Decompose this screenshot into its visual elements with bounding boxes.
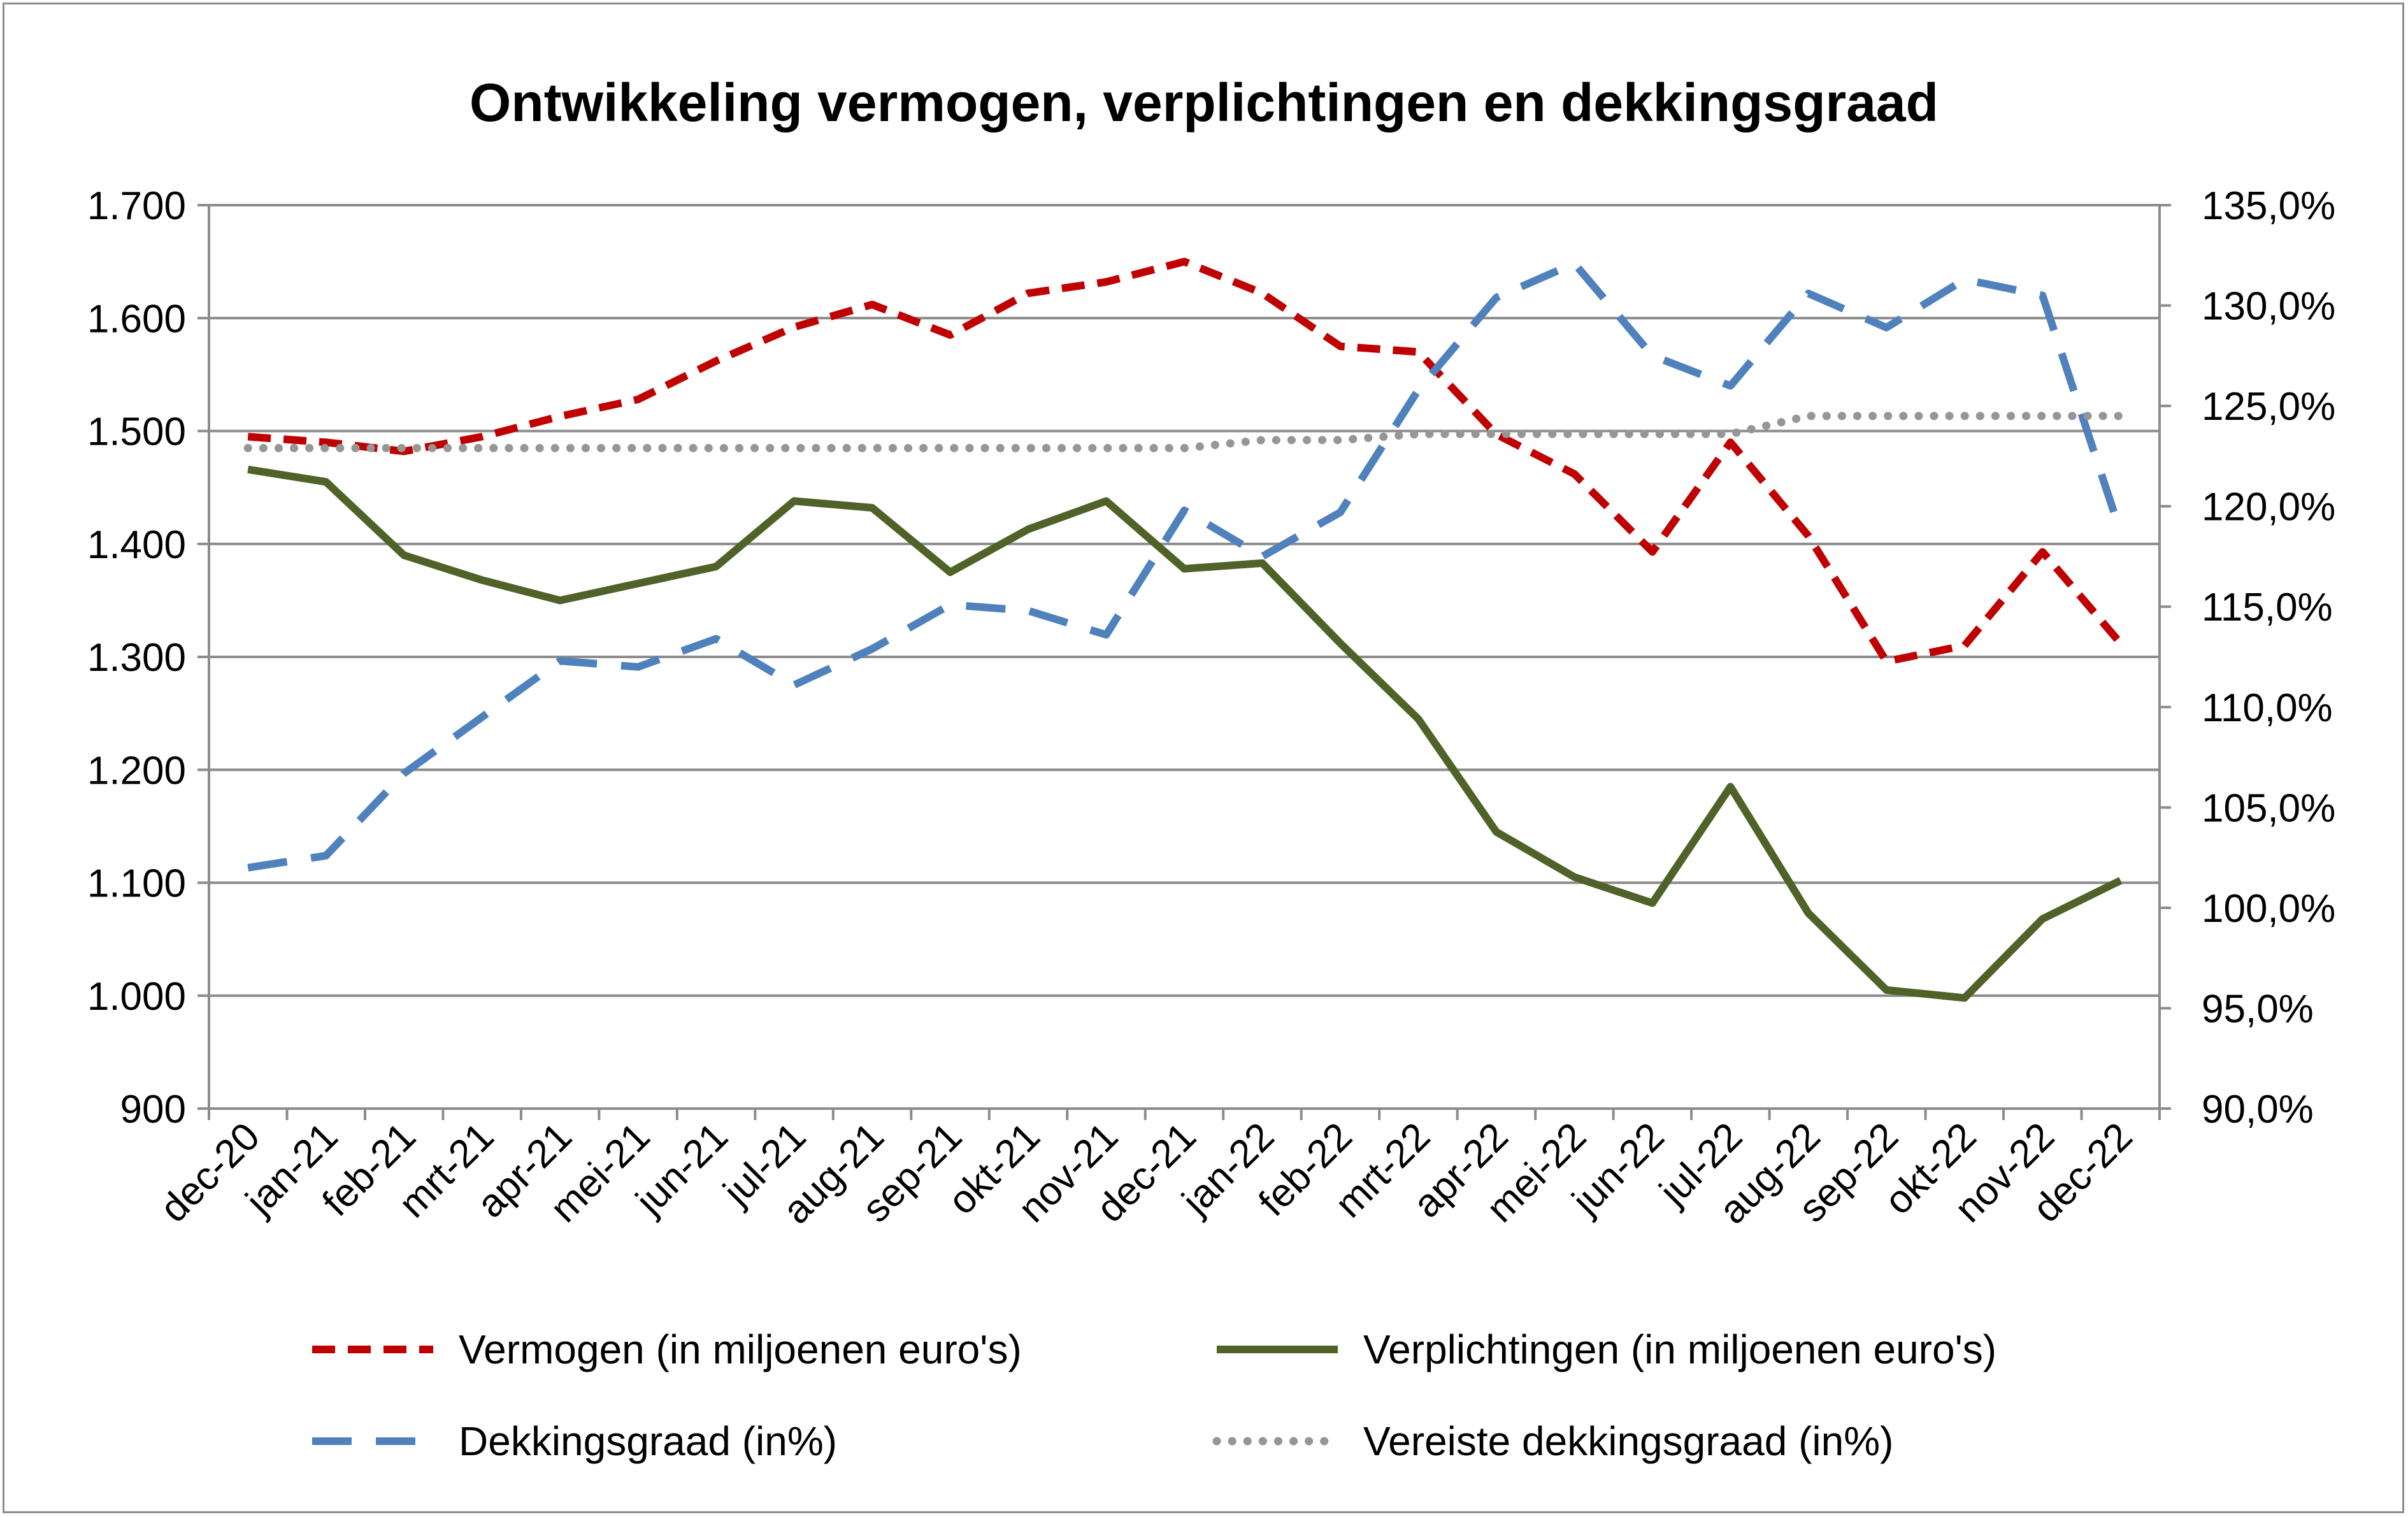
legend-label-2: Verplichtingen (in miljoenen euro's) xyxy=(1363,1326,1996,1372)
right-tick-label: 130,0% xyxy=(2202,285,2335,329)
left-tick-label: 1.000 xyxy=(87,975,186,1019)
legend: Vermogen (in miljoenen euro's) Verplichti… xyxy=(312,1326,1996,1464)
legend-label-4: Vereiste dekkingsgraad (in%) xyxy=(1363,1418,1893,1464)
legend-label-3: Dekkingsgraad (in%) xyxy=(459,1418,837,1464)
series-line-3 xyxy=(247,259,2125,872)
series-line-4 xyxy=(243,412,2125,452)
left-tick-label: 1.200 xyxy=(87,749,186,793)
left-tick-label: 1.700 xyxy=(87,184,186,228)
series-line-1 xyxy=(247,257,2124,666)
legend-label-1: Vermogen (in miljoenen euro's) xyxy=(459,1326,1022,1372)
series-line-2 xyxy=(247,465,2123,1002)
right-axis-tick-labels: 90,0% 95,0% 100,0% 105,0% 110,0% 115,0% 120,0%… xyxy=(2202,184,2335,1132)
right-tick-label: 120,0% xyxy=(2202,485,2335,529)
right-tick-label: 110,0% xyxy=(2202,686,2333,730)
right-tick-label: 100,0% xyxy=(2202,887,2335,931)
left-tick-label: 900 xyxy=(120,1088,186,1132)
left-tick-label: 1.500 xyxy=(87,410,186,454)
chart-frame xyxy=(3,3,2404,1513)
right-tick-label: 105,0% xyxy=(2202,786,2335,830)
axes xyxy=(197,204,2171,1120)
grid-lines xyxy=(209,204,2160,997)
right-tick-label: 95,0% xyxy=(2202,987,2314,1031)
right-tick-label: 135,0% xyxy=(2202,184,2335,228)
left-tick-label: 1.100 xyxy=(87,862,186,906)
right-tick-label: 90,0% xyxy=(2202,1088,2314,1132)
x-axis-tick-labels: dec-20jan-21feb-21mrt-21apr-21mei-21jun-… xyxy=(152,1114,2140,1232)
left-tick-label: 1.400 xyxy=(87,523,186,567)
series-lines xyxy=(243,257,2125,1002)
chart-title: Ontwikkeling vermogen, verplichtingen en… xyxy=(469,73,1939,133)
right-tick-label: 125,0% xyxy=(2202,385,2335,429)
right-tick-label: 115,0% xyxy=(2202,586,2333,629)
left-axis-tick-labels: 900 1.000 1.100 1.200 1.300 1.400 1.500 1.600 1.… xyxy=(87,184,186,1132)
left-tick-label: 1.300 xyxy=(87,636,186,680)
left-tick-label: 1.600 xyxy=(87,297,186,341)
x-tick-label: dec-20 xyxy=(152,1114,268,1231)
